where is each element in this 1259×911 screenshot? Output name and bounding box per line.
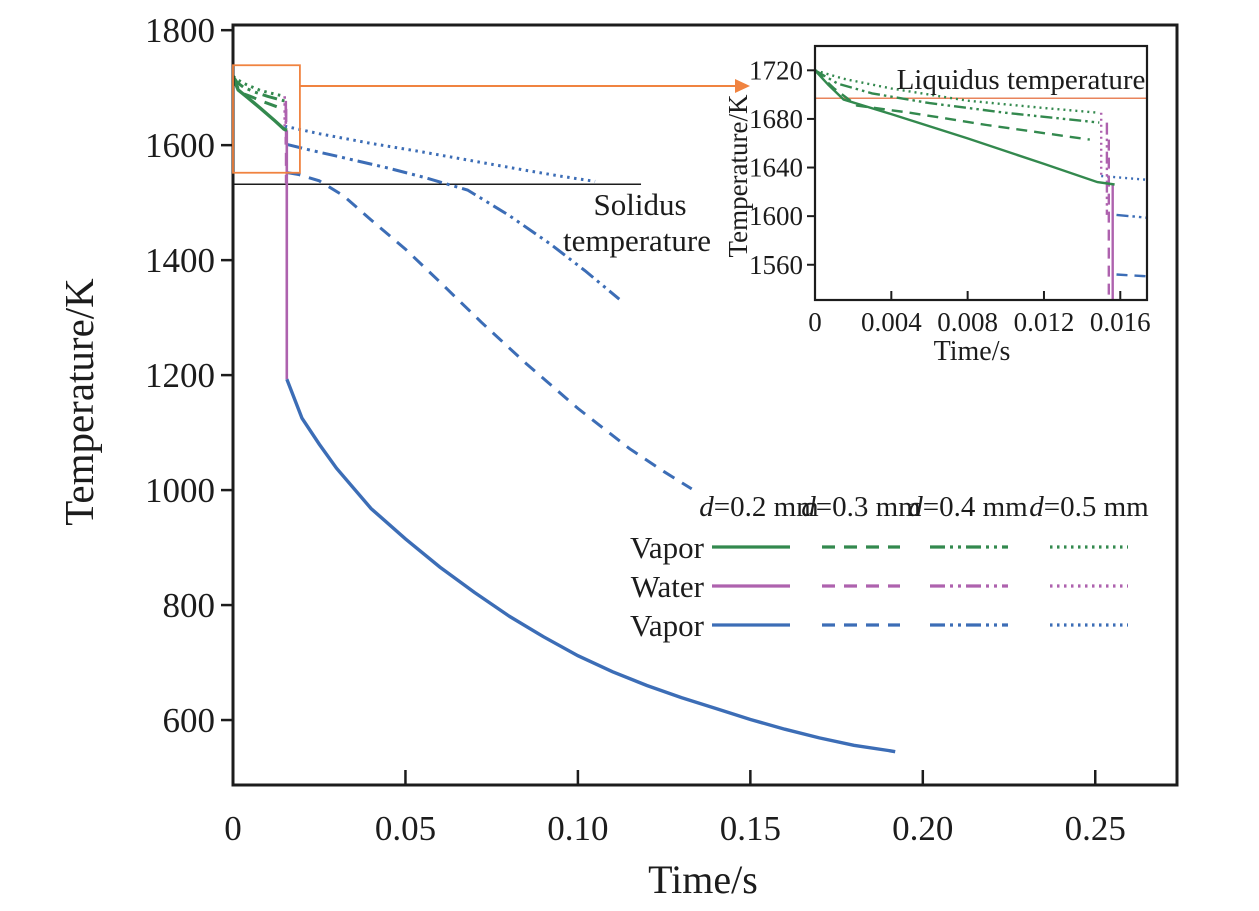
legend-row-label-vapor-blue: Vapor: [630, 608, 705, 643]
main-axes-ticks: 0 0.05 0.10 0.15 0.20 0.25 600 800 1000 1200 1400 1…: [145, 11, 1126, 848]
legend-row-label-vapor-green: Vapor: [630, 530, 705, 565]
inset-x-axis-title: Time/s: [934, 336, 1011, 367]
main-axes-frame: [231, 23, 1179, 787]
inset-x-tick-label: 0: [808, 307, 822, 337]
main-x-tick-label: 0.25: [1065, 809, 1126, 848]
inset-plot-border: [813, 44, 1149, 302]
series-vapor-vapor_blue-d0.4mm-main: [287, 143, 621, 301]
inset-y-tick-label: 1600: [749, 201, 803, 231]
main-y-tick-label: 600: [163, 701, 216, 740]
legend-col-header: d=0.5 mm: [1029, 491, 1149, 523]
main-y-tick-label: 1200: [145, 356, 215, 395]
series-vapor-vapor_blue-d0.2mm-main: [285, 378, 896, 754]
main-x-tick-label: 0.10: [547, 809, 608, 848]
legend-col-header: d=0.3 mm: [801, 491, 921, 523]
inset-x-tick-label: 0.008: [937, 307, 998, 337]
main-series-layer: [233, 75, 896, 754]
inset-series-layer: [815, 69, 1259, 911]
inset-y-axis-title: Temperature/K: [723, 94, 753, 258]
main-x-tick-label: 0.05: [375, 809, 436, 848]
legend: Vapor Water Vapor d=0.2 mmd=0.3 mmd=0.4 …: [630, 491, 1149, 643]
series-vapor-vapor_blue-d0.3mm-main: [287, 171, 693, 491]
series-vapor-vapor_blue-d0.3mm-inset: [1116, 273, 1147, 278]
legend-col-header: d=0.4 mm: [908, 491, 1028, 523]
series-vapor-vapor_blue-d0.2mm-inset: [1113, 711, 1259, 911]
main-y-tick-label: 800: [163, 586, 216, 625]
inset-axes-frame: [813, 44, 1149, 302]
series-vapor-vapor_green-d0.2mm-main: [233, 75, 288, 132]
main-y-tick-label: 1800: [145, 11, 215, 50]
series-vapor-vapor_green-d0.3mm-inset: [815, 69, 1090, 141]
zoom-region-box: [232, 64, 301, 174]
series-vapor-vapor_green-d0.2mm-inset: [815, 69, 1115, 186]
inset-plot: 0 0.004 0.008 0.012 0.016 1560 1600 1640 1680 172…: [723, 44, 1259, 911]
inset-x-tick-label: 0.016: [1090, 307, 1151, 337]
legend-col-header: d=0.2 mm: [699, 491, 819, 523]
legend-row-label-water: Water: [631, 569, 705, 604]
liquidus-label: Liquidus temperature: [897, 64, 1146, 96]
main-x-tick-label: 0.20: [892, 809, 953, 848]
main-y-tick-label: 1000: [145, 471, 215, 510]
main-y-axis-title: Temperature/K: [56, 278, 102, 526]
series-vapor-vapor_green-d0.4mm-inset: [815, 69, 1100, 124]
main-x-axis-title: Time/s: [648, 857, 758, 902]
solidus-label-line1: Solidus: [593, 187, 686, 222]
zoom-arrow-head-icon: [735, 78, 750, 93]
inset-y-tick-label: 1560: [749, 250, 803, 280]
inset-y-tick-label: 1720: [749, 55, 803, 85]
inset-y-tick-label: 1640: [749, 153, 803, 183]
series-vapor-vapor_blue-d0.5mm-main: [284, 124, 596, 183]
main-y-tick-label: 1600: [145, 126, 215, 165]
inset-x-tick-label: 0.004: [861, 307, 922, 337]
main-plot-border: [231, 23, 1179, 787]
main-x-tick-label: 0.15: [720, 809, 781, 848]
solidus-label-line2: temperature: [563, 223, 711, 258]
inset-x-tick-label: 0.012: [1014, 307, 1075, 337]
inset-axes-ticks: 0 0.004 0.008 0.012 0.016 1560 1600 1640 1680 172…: [749, 55, 1151, 337]
main-x-tick-label: 0: [224, 809, 242, 848]
zoom-box-and-arrow: [232, 64, 750, 174]
inset-y-tick-label: 1680: [749, 104, 803, 134]
series-vapor-vapor_green-d0.5mm-inset: [815, 69, 1100, 114]
main-y-tick-label: 1400: [145, 241, 215, 280]
legend-samples: d=0.2 mmd=0.3 mmd=0.4 mm d=0.5 mm: [699, 491, 1149, 627]
